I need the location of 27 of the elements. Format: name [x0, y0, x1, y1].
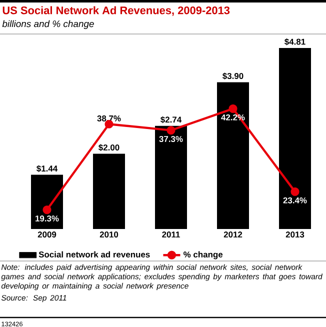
chart-title: US Social Network Ad Revenues, 2009-2013	[2, 6, 230, 16]
point	[228, 104, 238, 113]
x-tick-label: 2010	[100, 232, 118, 238]
data-label: 37.3%	[159, 136, 183, 142]
data-label: $3.90	[222, 72, 244, 80]
bar	[279, 48, 311, 229]
chart-subtitle: billions and % change	[2, 20, 94, 30]
data-label: 19.3%	[36, 215, 59, 222]
bar	[31, 174, 63, 229]
data-label: $2.00	[98, 144, 120, 152]
point	[290, 187, 300, 196]
data-label: $1.44	[36, 165, 58, 172]
data-label: 38.7%	[97, 115, 121, 122]
data-label: 23.4%	[283, 197, 307, 204]
point	[166, 126, 176, 135]
bar	[155, 126, 187, 229]
x-tick-label: 2011	[162, 232, 180, 238]
x-tick-label: 2009	[38, 232, 56, 238]
data-label: $2.74	[160, 116, 182, 124]
point	[42, 205, 52, 214]
x-tick-label: 2013	[286, 232, 304, 238]
bar	[93, 154, 125, 229]
legend-label: % change	[184, 251, 223, 260]
legend-label: Social network ad revenues	[38, 251, 150, 258]
bar	[217, 82, 249, 229]
data-label: $4.81	[284, 38, 306, 46]
x-tick-label: 2012	[224, 232, 242, 238]
